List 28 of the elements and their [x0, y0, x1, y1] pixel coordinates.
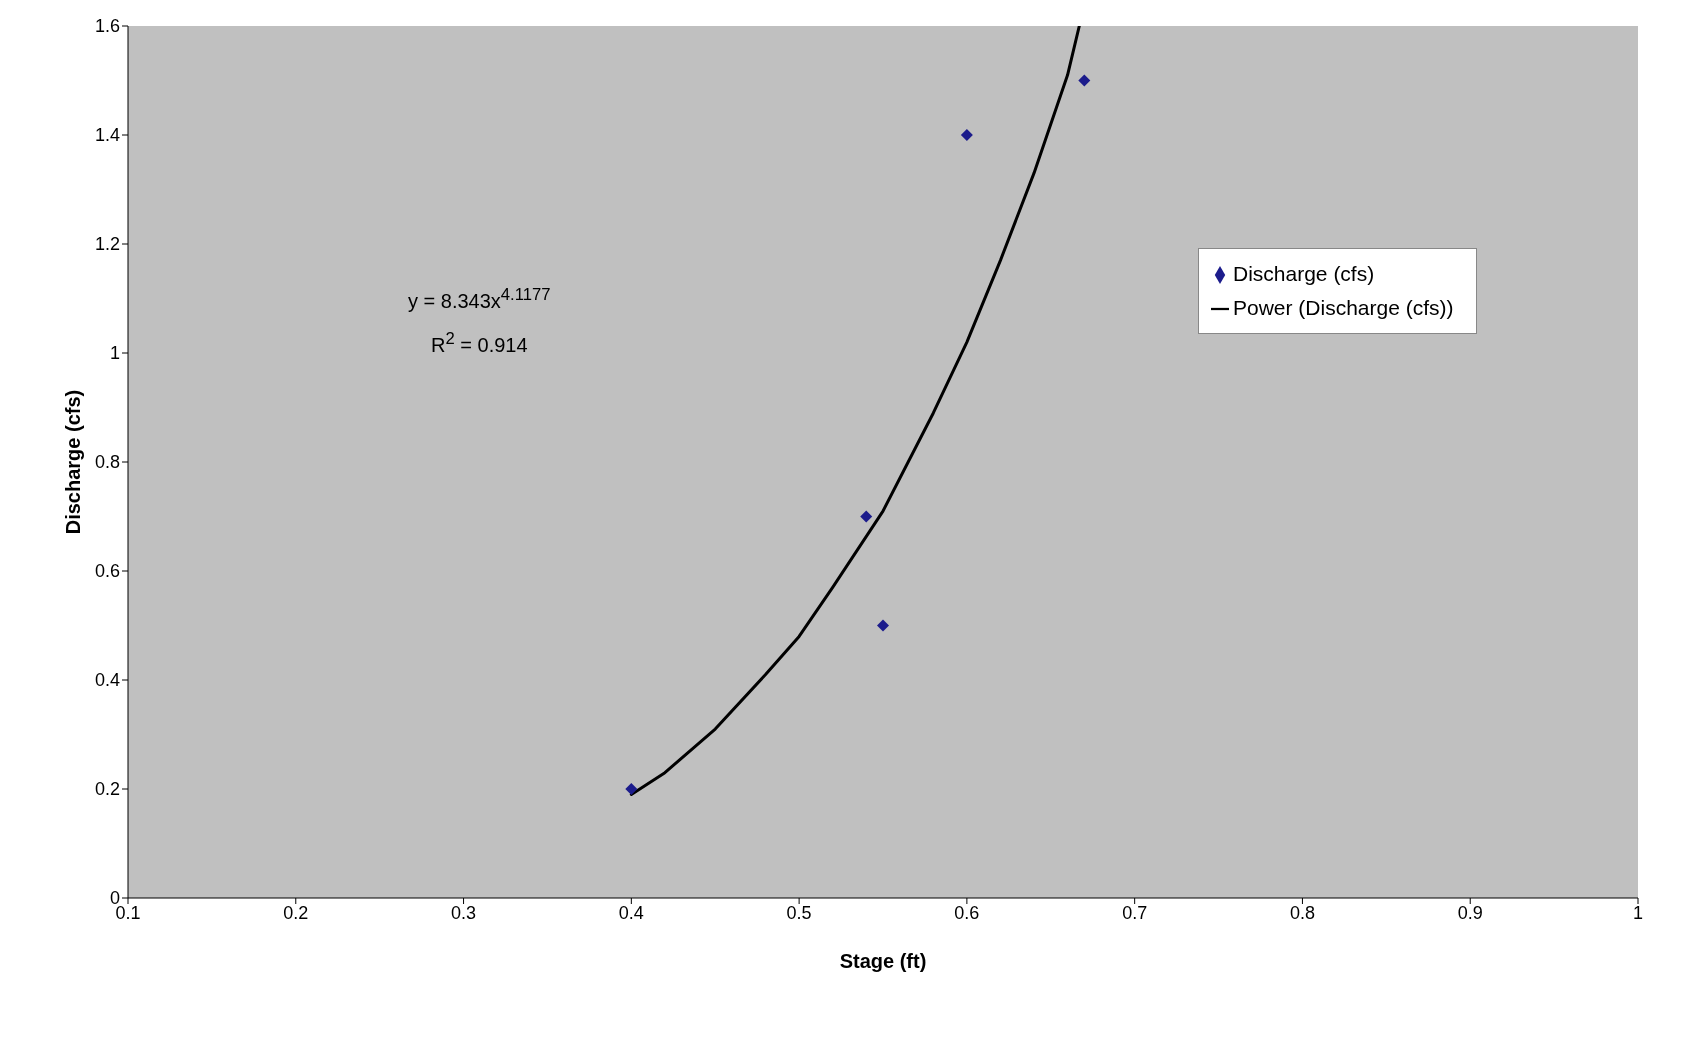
y-tick-label: 0.8: [94, 452, 120, 473]
point: [625, 783, 638, 795]
point: [1078, 74, 1091, 87]
x-tick-label: 0.3: [451, 902, 477, 923]
x-tick-label: 1: [1632, 902, 1644, 923]
x-tick-label: 0.8: [1289, 902, 1315, 923]
annotation: R$^{2}$ = 0.914: [430, 327, 529, 358]
y-tick-label: 0.6: [94, 561, 120, 582]
x-tick-label: 0.2: [283, 902, 309, 923]
x-tick-label: 0.4: [618, 902, 644, 923]
point: [877, 619, 889, 632]
x-axis-title: Stage (ft): [839, 950, 927, 972]
legend-label: Discharge (cfs): [1233, 262, 1375, 285]
y-tick-label: 1: [109, 343, 120, 364]
annotation: y = 8.343x$^{4.1177}$: [408, 284, 551, 314]
x-tick-label: 0.6: [954, 902, 980, 923]
point: [860, 510, 873, 523]
y-tick-label: 1.2: [94, 234, 120, 255]
y-tick-label: 1.4: [94, 125, 120, 146]
x-tick-label: 0.9: [1457, 902, 1483, 923]
y-axis-title: Discharge (cfs): [62, 389, 85, 535]
x-tick-label: 0.7: [1122, 902, 1148, 923]
x-tick-label: 0.5: [786, 902, 812, 923]
y-tick-label: 1.6: [94, 16, 120, 37]
point: [960, 129, 973, 141]
y-tick-label: 0.2: [94, 779, 120, 800]
legend-label: Power (Discharge (cfs)): [1233, 296, 1454, 319]
y-tick-label: 0.4: [94, 670, 120, 691]
